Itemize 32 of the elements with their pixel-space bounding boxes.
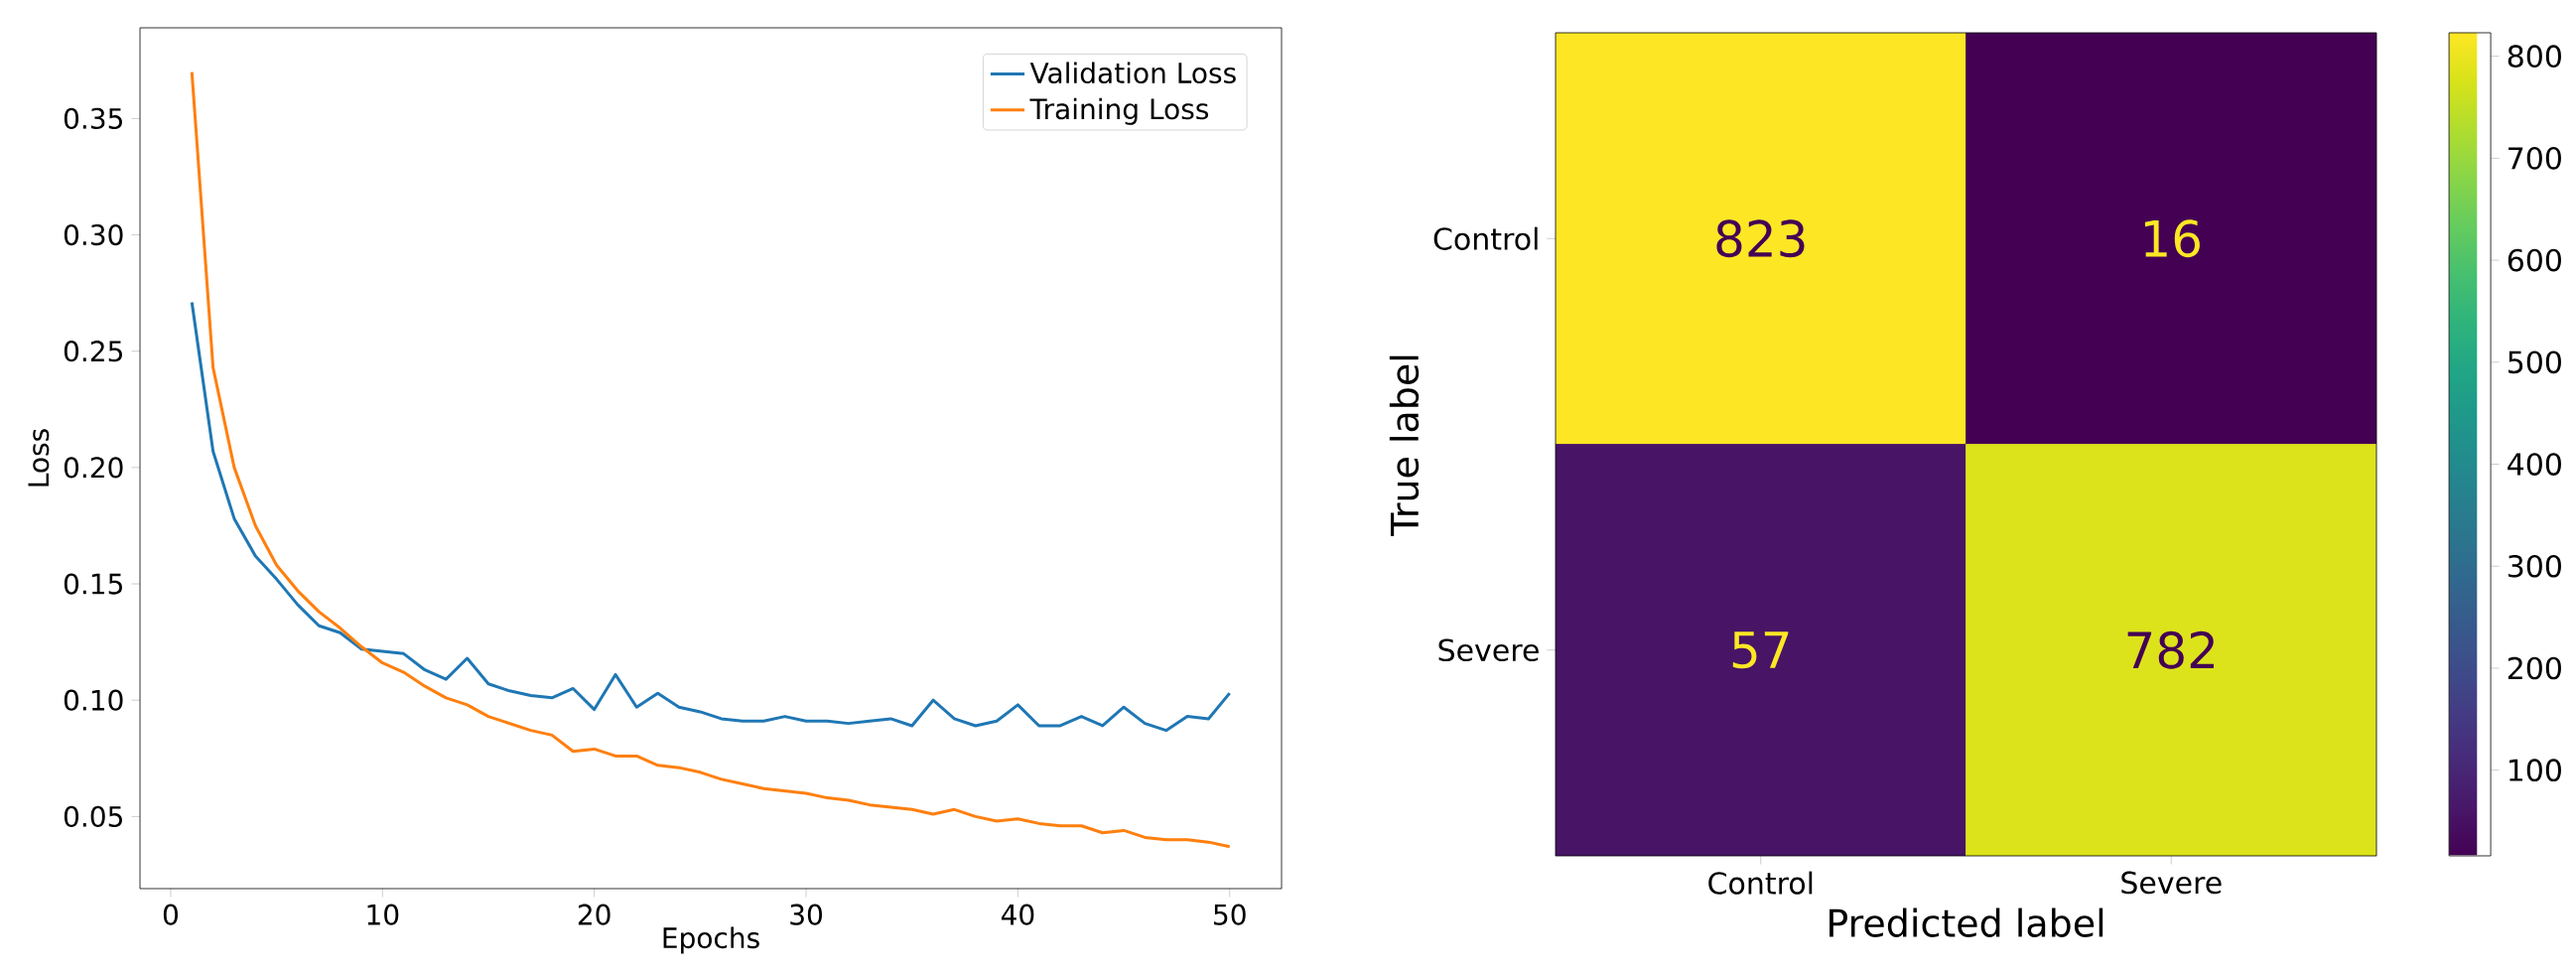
y-tick-label: 0.05 — [64, 805, 122, 827]
y-tick-label: 0.15 — [64, 573, 122, 595]
color-bar-label: 100 — [2508, 759, 2561, 782]
color-bar-label: 700 — [2508, 147, 2561, 170]
legend-label: Validation Loss — [1029, 62, 1236, 84]
x-axis-title: Epochs — [663, 926, 759, 954]
data-label: 782 — [2127, 630, 2214, 669]
color-bar-label: 400 — [2508, 453, 2561, 476]
x-tick-label: 40 — [1001, 904, 1034, 925]
x-tick-label: 30 — [790, 904, 822, 925]
y-axis-title: True label — [1389, 355, 1420, 536]
x-tick-label: 0 — [163, 904, 179, 925]
y-tick-label: 0.35 — [64, 107, 122, 129]
legend-label: Training Loss — [1029, 97, 1209, 125]
data-label: 57 — [1732, 631, 1789, 669]
x-tick-label: 10 — [367, 904, 399, 925]
x-axis-title: Predicted label — [1830, 907, 2103, 937]
color-bar-label: 300 — [2508, 554, 2561, 578]
data-label: 16 — [2144, 219, 2200, 258]
line-series — [190, 301, 1232, 733]
x-tick-label: 20 — [578, 904, 610, 925]
color-bar-label: 800 — [2508, 45, 2561, 68]
x-tick-label: 50 — [1214, 904, 1246, 925]
y-tick-label: 0.25 — [64, 341, 122, 362]
y-axis-title: Loss — [28, 429, 50, 487]
color-bar-label: 500 — [2508, 350, 2561, 374]
data-label: 823 — [1716, 219, 1805, 258]
color-bar-label: 200 — [2508, 656, 2561, 680]
y-tick-label: 0.20 — [64, 457, 123, 479]
y-tick-label: 0.10 — [64, 689, 123, 711]
y-tick-label: 0.30 — [64, 223, 123, 246]
color-bar-label: 600 — [2508, 248, 2561, 272]
